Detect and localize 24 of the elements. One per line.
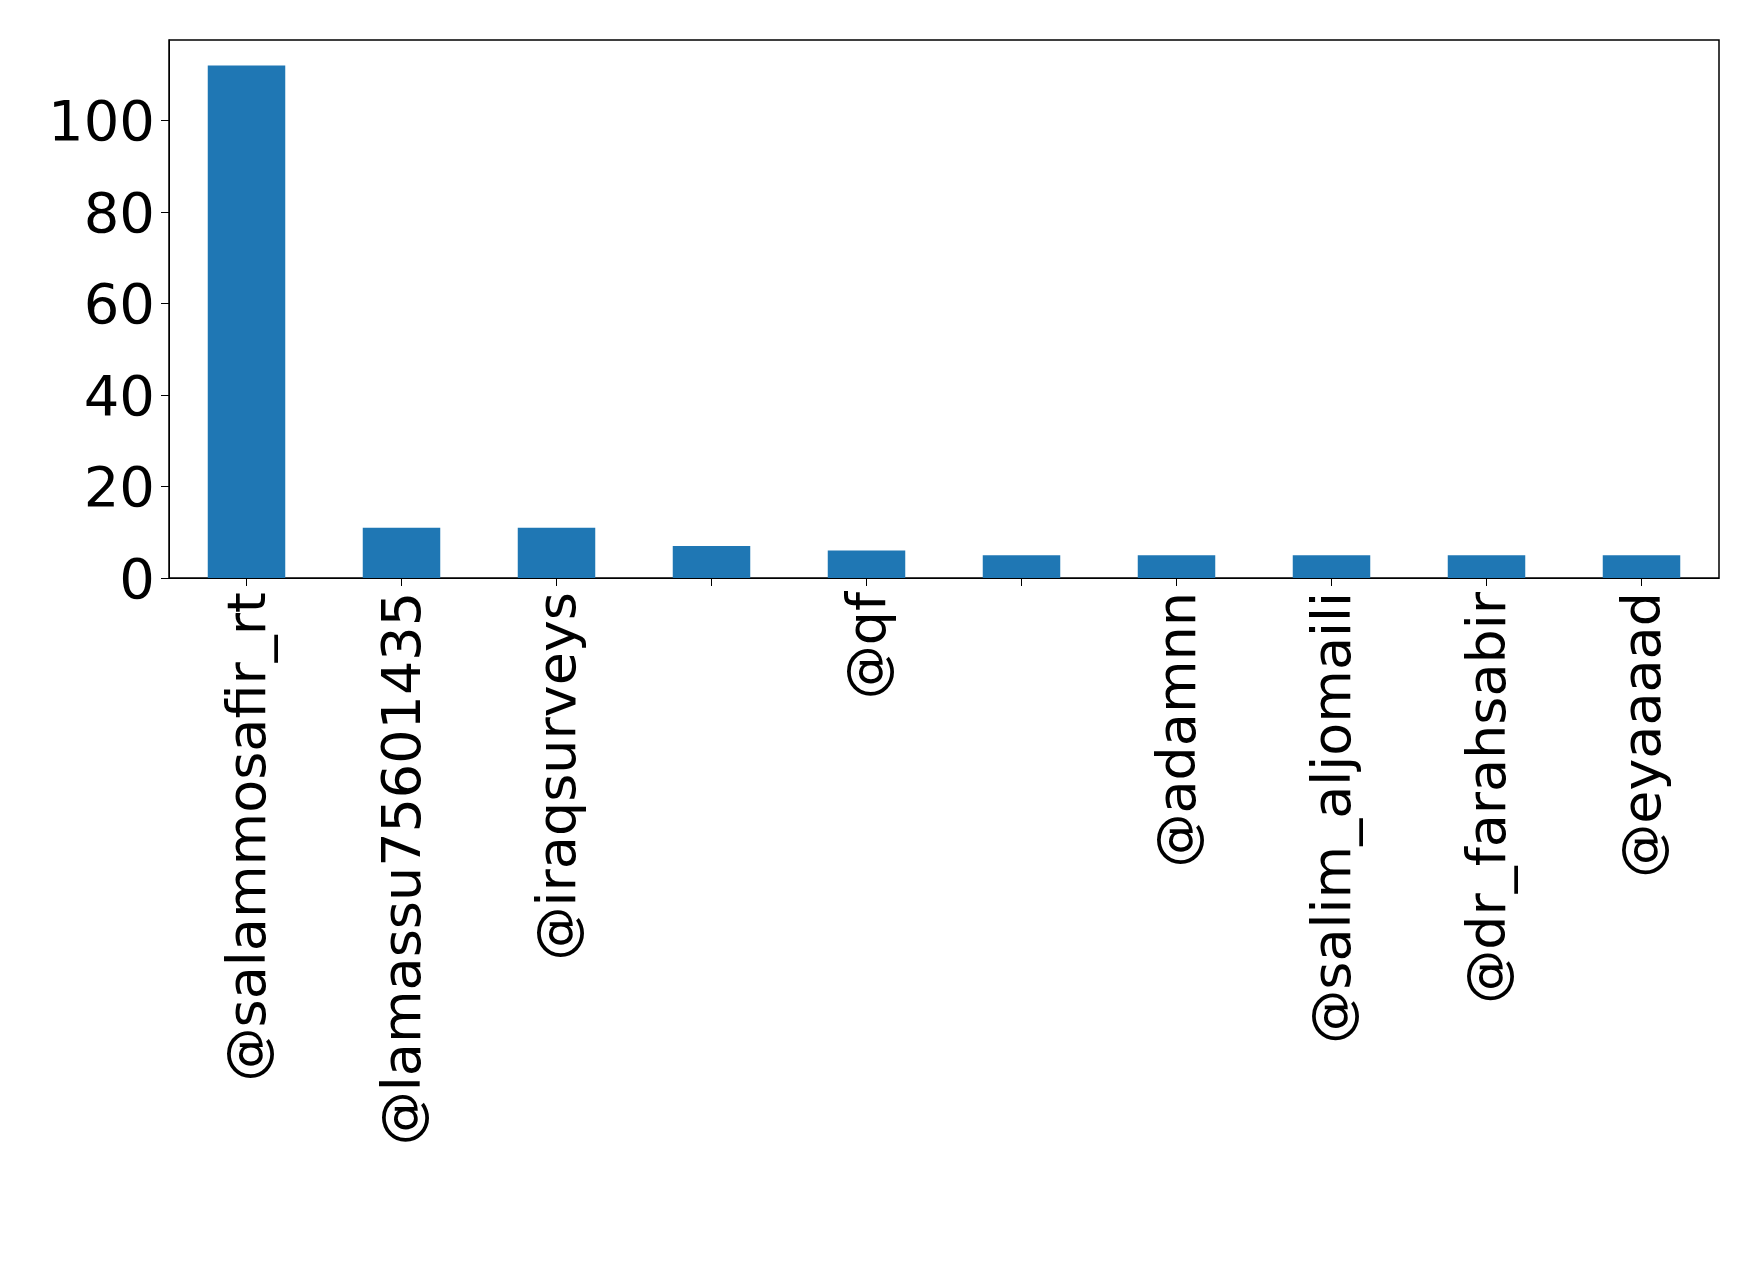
x-tick-label: @dr_farahsabir — [1455, 591, 1518, 1004]
x-tick-label: @salammosafir_rt — [215, 592, 278, 1082]
bar — [1137, 555, 1216, 578]
x-tick-label: @iraqsurveys — [525, 592, 588, 961]
x-tick-label: @qf — [835, 590, 898, 700]
bar — [827, 550, 906, 578]
y-tick-label: 100 — [48, 88, 155, 154]
y-tick-label: 60 — [83, 271, 155, 337]
bar — [517, 527, 596, 578]
y-tick-label: 80 — [83, 179, 155, 245]
x-tick-label: @eyaaaad — [1610, 592, 1673, 878]
bar — [982, 555, 1061, 578]
bar — [207, 65, 286, 578]
x-tick-label: @lamassu75601435 — [370, 592, 433, 1146]
bar — [1292, 555, 1371, 578]
y-tick-label: 0 — [119, 545, 155, 611]
y-tick-label: 20 — [83, 454, 155, 519]
x-tick-label: @adamnn — [1145, 592, 1208, 868]
bar — [672, 545, 751, 578]
x-tick-label: @salim_aljomaili — [1300, 592, 1363, 1044]
y-tick-label: 40 — [83, 362, 155, 428]
bar — [362, 527, 441, 578]
bar — [1447, 555, 1526, 578]
bar — [1602, 555, 1681, 578]
